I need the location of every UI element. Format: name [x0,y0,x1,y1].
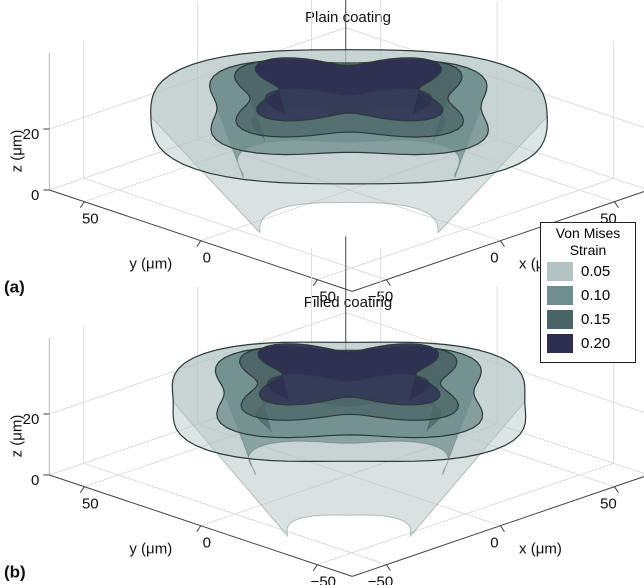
legend-swatch [547,286,573,305]
legend-label: 0.05 [581,263,610,280]
tick-mark [500,526,504,532]
x-tick-label: −50 [368,574,393,585]
z-tick-label: 0 [31,472,39,489]
y-tick-label: 50 [82,211,99,228]
tick-mark [386,280,390,286]
tick-mark [197,526,201,532]
legend: Von Mises Strain 0.05 0.10 0.15 0.20 [540,222,636,363]
panel-label: (a) [4,277,25,296]
isosurface-top [258,344,440,405]
legend-entry: 0.20 [547,331,635,355]
tick-mark [614,487,618,493]
tick-mark [313,280,317,286]
x-tick-label: 50 [600,496,617,513]
tick-mark [80,487,84,493]
legend-swatch [547,310,573,329]
chart-title: Filled coating [304,294,392,311]
legend-entry: 0.15 [547,307,635,331]
legend-swatch [547,262,573,281]
panel-label: (b) [4,562,26,581]
y-axis-label: y (μm) [129,256,172,273]
tick-mark [500,241,504,247]
legend-label: 0.20 [581,335,610,352]
tick-mark [614,202,618,208]
y-tick-label: −50 [311,574,336,585]
tick-mark [80,202,84,208]
tick-mark [313,565,317,571]
legend-label: 0.15 [581,311,610,328]
figure: Plain coating(a)−50050−50050020x (μm)y (… [0,0,644,585]
x-tick-label: 0 [490,250,498,267]
legend-entry: 0.10 [547,283,635,307]
tick-mark [197,241,201,247]
legend-label: 0.10 [581,287,610,304]
z-axis-label: z (μm) [8,130,25,173]
y-tick-label: 0 [203,250,211,267]
isosurface-top [255,58,442,121]
chart-title: Plain coating [305,9,391,26]
tick-mark [386,565,390,571]
legend-entry: 0.05 [547,259,635,283]
z-tick-label: 0 [31,187,39,204]
y-tick-label: 0 [203,535,211,552]
z-axis-label: z (μm) [8,415,25,458]
x-tick-label: 0 [490,535,498,552]
y-axis-label: y (μm) [129,541,172,558]
y-tick-label: 50 [82,496,99,513]
legend-swatch [547,334,573,353]
legend-title: Von Mises Strain [541,223,635,259]
x-axis-label: x (μm) [519,541,562,558]
